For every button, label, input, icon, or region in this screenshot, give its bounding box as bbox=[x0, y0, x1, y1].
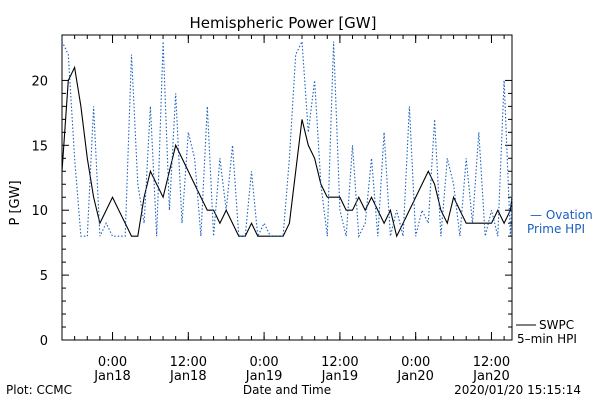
y-tick-label: 15 bbox=[31, 139, 48, 154]
x-tick-label: Jan18 bbox=[93, 369, 131, 384]
footer-plot-credit: Plot: CCMC bbox=[6, 383, 72, 397]
y-axis-ticks: 0 5 10 15 20 bbox=[31, 74, 512, 349]
series-swpc-line bbox=[61, 65, 513, 238]
footer-timestamp: 2020/01/20 15:15:14 bbox=[454, 383, 581, 397]
x-tick-label: Jan19 bbox=[245, 369, 283, 384]
y-tick-label: 0 bbox=[40, 334, 48, 349]
x-tick-label: Jan20 bbox=[472, 369, 510, 384]
x-tick-label: Jan19 bbox=[321, 369, 359, 384]
legend-ovation-marker: — Ovation bbox=[530, 208, 593, 222]
legend: — Ovation Prime HPI SWPC 5–min HPI bbox=[516, 208, 593, 346]
chart-title: Hemispheric Power [GW] bbox=[190, 14, 377, 32]
series-layer bbox=[61, 39, 513, 239]
y-tick-label: 20 bbox=[31, 74, 48, 89]
plot-area bbox=[61, 34, 513, 341]
x-tick-label: 12:00 bbox=[321, 355, 358, 370]
y-tick-label: 10 bbox=[31, 204, 48, 219]
series-ovation-line bbox=[61, 39, 513, 239]
x-tick-label: 0:00 bbox=[250, 355, 279, 370]
legend-swpc-label: 5–min HPI bbox=[517, 332, 577, 346]
x-axis-ticks: 0:00Jan1812:00Jan180:00Jan1912:00Jan190:… bbox=[61, 35, 510, 384]
x-tick-label: 0:00 bbox=[98, 355, 127, 370]
x-tick-label: 12:00 bbox=[170, 355, 207, 370]
y-tick-label: 5 bbox=[40, 269, 48, 284]
legend-swpc-marker: SWPC bbox=[539, 318, 574, 332]
plot-frame bbox=[61, 34, 513, 341]
x-tick-label: Jan20 bbox=[396, 369, 434, 384]
y-axis-label: P [GW] bbox=[8, 180, 23, 225]
x-tick-label: 0:00 bbox=[401, 355, 430, 370]
x-tick-label: Jan18 bbox=[169, 369, 207, 384]
x-tick-label: 12:00 bbox=[473, 355, 510, 370]
legend-ovation-label: Prime HPI bbox=[527, 222, 585, 236]
x-axis-label: Date and Time bbox=[243, 383, 331, 397]
